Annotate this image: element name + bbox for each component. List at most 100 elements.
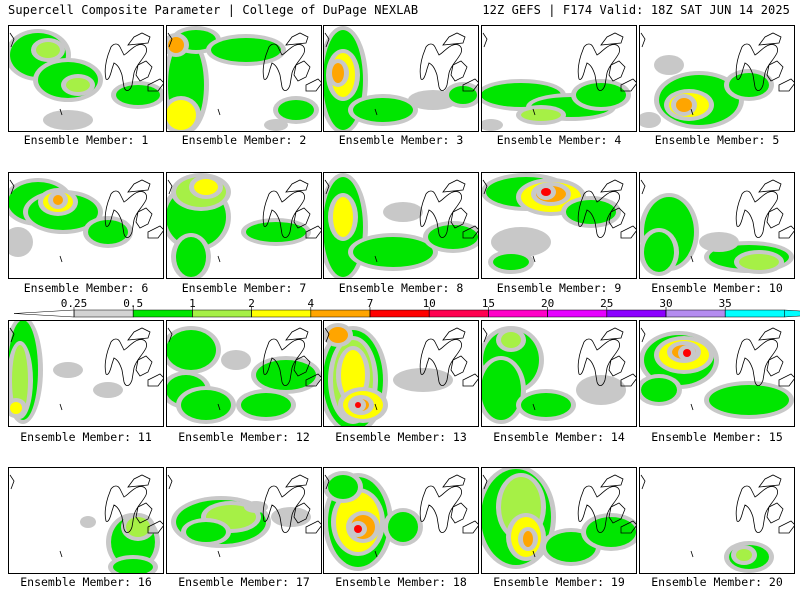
coastline	[324, 474, 330, 490]
scp-contour-region	[36, 42, 60, 58]
map-border	[323, 320, 479, 427]
color-scale-tick-label: 0.5	[123, 297, 143, 310]
map-plot	[166, 467, 322, 574]
ensemble-member-map	[481, 172, 637, 279]
coastline	[482, 474, 488, 490]
map-plot	[481, 320, 637, 427]
scp-contour-region	[176, 237, 206, 277]
scp-contour-region	[126, 517, 150, 537]
great-lakes-outline	[262, 179, 322, 239]
scp-contour-region	[93, 382, 123, 398]
coastline	[482, 179, 488, 195]
coastline	[640, 32, 646, 48]
great-lakes-outline	[419, 32, 479, 92]
color-scale-segment	[665, 309, 726, 318]
ensemble-member-map	[8, 172, 164, 279]
map-plot	[639, 172, 795, 279]
map-border	[639, 467, 795, 574]
map-plot	[639, 467, 795, 574]
map-plot	[481, 467, 637, 574]
coastline	[167, 327, 173, 343]
ensemble-member-map	[323, 25, 479, 132]
map-border	[323, 172, 479, 279]
scp-contour-region	[116, 85, 160, 105]
ensemble-member-map	[481, 25, 637, 132]
scp-contour-region	[501, 332, 521, 348]
scp-contour-region	[683, 349, 691, 357]
great-lakes-outline	[735, 179, 795, 239]
great-lakes-outline	[104, 474, 164, 534]
ensemble-member-label: Ensemble Member: 10	[651, 281, 783, 295]
map-border	[481, 25, 637, 132]
scp-contour-region	[388, 512, 418, 542]
scp-contour-region	[332, 63, 344, 83]
color-scale-segment	[428, 309, 489, 318]
map-plot	[166, 172, 322, 279]
great-lakes-outline	[419, 474, 479, 534]
map-border	[639, 172, 795, 279]
scp-contour-region	[211, 38, 281, 62]
great-lakes-outline	[104, 327, 164, 387]
color-scale-tick-label: 4	[307, 297, 314, 310]
ensemble-member-map	[639, 172, 795, 279]
color-scale-tick-label: 7	[367, 297, 374, 310]
scp-contour-region	[186, 522, 226, 542]
scp-contour-region	[383, 202, 423, 222]
ensemble-member-label: Ensemble Member: 17	[178, 575, 310, 589]
scp-contour-region	[641, 378, 677, 402]
scp-contour-region	[43, 110, 93, 130]
scp-contour-region	[333, 197, 353, 237]
scp-contour-region	[53, 195, 63, 205]
ensemble-member-map	[8, 320, 164, 427]
scp-contour-region	[278, 100, 314, 120]
scp-contour-region	[194, 179, 218, 195]
ensemble-member-label: Ensemble Member: 3	[338, 133, 464, 147]
scp-contour-region	[166, 330, 216, 370]
ensemble-member-label: Ensemble Member: 7	[181, 281, 307, 295]
scp-contour-region	[523, 531, 533, 547]
great-lakes-outline	[419, 327, 479, 387]
great-lakes-outline	[577, 327, 637, 387]
ensemble-member-map	[639, 467, 795, 574]
ensemble-member-label: Ensemble Member: 5	[654, 133, 780, 147]
map-plot	[323, 467, 479, 574]
map-plot	[166, 320, 322, 427]
scp-contour-region	[12, 345, 28, 415]
scp-contour-region	[699, 232, 739, 252]
scp-contour-region	[113, 559, 153, 574]
ensemble-member-map	[639, 320, 795, 427]
scp-contour-region	[10, 402, 22, 414]
map-border	[166, 25, 322, 132]
scp-contour-region	[241, 393, 291, 417]
scp-contour-region	[328, 327, 348, 343]
great-lakes-outline	[104, 32, 164, 92]
color-scale-segment	[369, 309, 430, 318]
scp-contour-region	[521, 109, 561, 121]
color-scale-segment	[606, 309, 667, 318]
ensemble-member-map	[166, 467, 322, 574]
scp-contour-region	[221, 350, 251, 370]
ensemble-member-map	[166, 25, 322, 132]
ensemble-member-label: Ensemble Member: 15	[651, 430, 783, 444]
scp-contour-region	[168, 37, 184, 53]
coastline	[324, 32, 330, 48]
scp-contour-region	[393, 368, 453, 392]
scp-contour-region	[354, 525, 362, 533]
scp-contour-region	[481, 360, 521, 420]
map-plot	[166, 25, 322, 132]
ensemble-member-map	[639, 25, 795, 132]
scp-contour-region	[264, 119, 288, 131]
scp-contour-region	[739, 254, 779, 270]
color-scale-segment	[132, 309, 193, 318]
great-lakes-outline	[419, 179, 479, 239]
great-lakes-outline	[735, 474, 795, 534]
scp-contour-region	[244, 501, 268, 513]
ensemble-member-map	[8, 25, 164, 132]
map-border	[639, 25, 795, 132]
great-lakes-outline	[262, 327, 322, 387]
map-border	[166, 172, 322, 279]
scp-contour-region	[576, 375, 626, 405]
coastline	[9, 327, 15, 343]
map-border	[481, 467, 637, 574]
scp-contour-region	[639, 112, 661, 128]
